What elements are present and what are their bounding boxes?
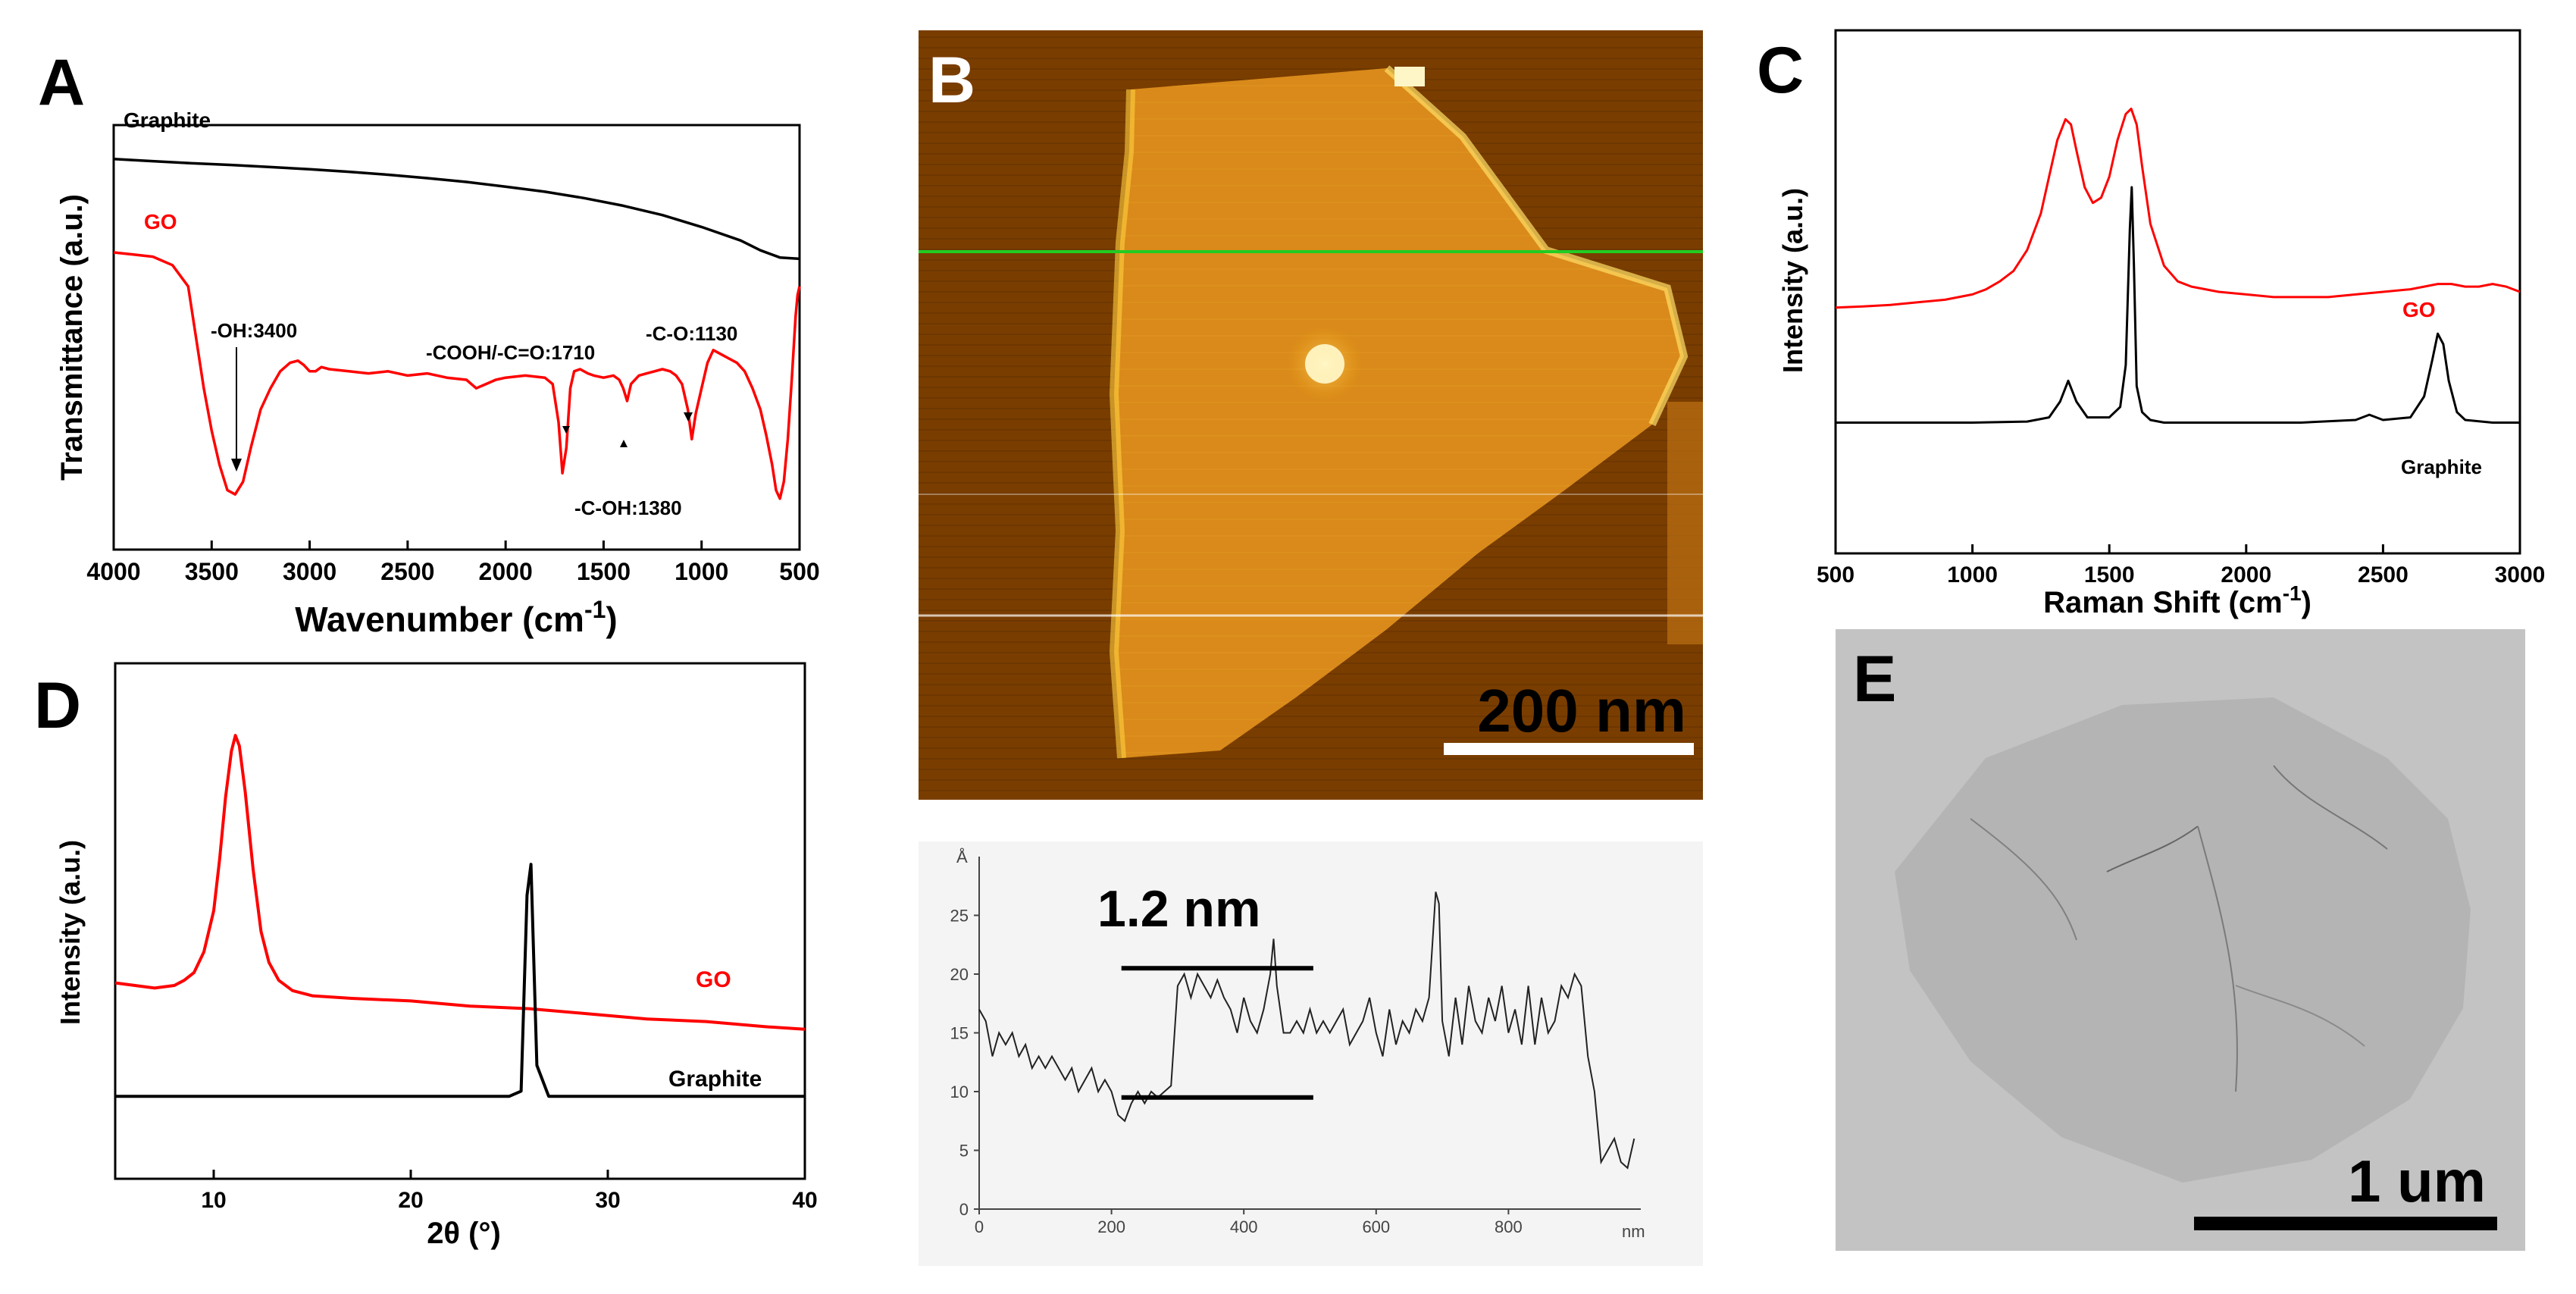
panel-c-x-tick-label: 2000 xyxy=(2221,562,2271,587)
panel-d-x-tick-label: 30 xyxy=(595,1188,620,1213)
panel-c-x-tick-label: 1000 xyxy=(1947,562,1998,587)
profile-series xyxy=(978,891,1635,1170)
panel-c-ylabel: Intensity (a.u.) xyxy=(1777,188,1808,373)
profile-x-tick-label: 800 xyxy=(1495,1217,1523,1236)
tem-wrinkle-4 xyxy=(2273,765,2388,850)
profile-y-tick-label: 10 xyxy=(950,1083,969,1101)
profile-y-tick-label: 15 xyxy=(950,1024,969,1043)
panel-a-x-ticks: 4000 3500 3000 2500 2000 1500 1000 500 xyxy=(86,540,820,585)
profile-ticks: 0 200 400 600 800 0 5 10 15 20 25 xyxy=(950,907,1523,1237)
panel-d-label-graphite: Graphite xyxy=(668,1067,762,1092)
tem-scalebar-label: 1 um xyxy=(2348,1148,2486,1214)
panel-a-annotation-oh-arrowhead xyxy=(231,459,242,472)
panel-d-series-go-line xyxy=(114,734,806,1031)
panel-letter-e: E xyxy=(1853,643,1896,716)
panel-a-annotation-coh: -C-OH:1380 xyxy=(574,497,682,519)
panel-d-series-graphite-line xyxy=(115,863,805,1098)
panel-d-x-tick-label: 40 xyxy=(792,1188,817,1213)
tem-wrinkle-3 xyxy=(1970,818,2077,941)
profile-y-tick-label: 5 xyxy=(959,1142,969,1161)
profile-step-label: 1.2 nm xyxy=(1097,880,1260,938)
afm-flake-edge-left xyxy=(1109,89,1135,759)
profile-x-tick-label: 200 xyxy=(1097,1217,1125,1236)
panel-c: C 500 1000 1500 2000 2500 3000 GO Graphite In… xyxy=(1757,29,2545,619)
panel-a-xlabel: Wavenumber (cm-1) xyxy=(295,596,618,639)
panel-a-x-tick-label: 1500 xyxy=(577,558,631,585)
panel-a-x-tick-label: 1000 xyxy=(675,558,728,585)
panel-d: D 10 20 30 40 GO Graphite Intensity (a.u.) … xyxy=(34,662,818,1250)
panel-letter-a: A xyxy=(38,46,85,119)
profile-y-tick-label: 0 xyxy=(959,1200,969,1219)
panel-d-x-tick-label: 20 xyxy=(398,1188,423,1213)
tem-flake xyxy=(1895,697,2471,1183)
panel-c-label-graphite: Graphite xyxy=(2401,456,2482,478)
panel-e: E 1 um xyxy=(1836,629,2525,1251)
panel-a-x-tick-label: 500 xyxy=(779,558,819,585)
panel-a-x-tick-label: 2500 xyxy=(380,558,434,585)
panel-a-ylabel: Transmittance (a.u.) xyxy=(55,194,89,481)
panel-d-x-ticks: 10 20 30 40 xyxy=(201,1170,818,1213)
panel-c-x-tick-label: 1500 xyxy=(2084,562,2135,587)
profile-y-unit: Å xyxy=(956,848,968,866)
afm-flake-edge-right xyxy=(1384,65,1689,427)
panel-c-label-go: GO xyxy=(2402,298,2436,321)
panel-c-x-ticks: 500 1000 1500 2000 2500 3000 xyxy=(1817,544,2545,587)
panel-letter-b: B xyxy=(928,44,975,117)
panel-a-marker-1130 xyxy=(684,412,693,421)
panel-a-marker-1380 xyxy=(620,440,628,447)
tem-scalebar xyxy=(2194,1217,2497,1230)
panel-a-annotation-co: -C-O:1130 xyxy=(646,322,737,345)
profile-plot-background xyxy=(919,841,1703,1266)
panel-b: B 200 nm Å nm 0 200 400 600 800 0 5 10 15 20 25 1.… xyxy=(919,30,1703,1266)
panel-c-series-go-line xyxy=(1835,108,2521,309)
panel-a-x-tick-label: 4000 xyxy=(86,558,140,585)
panel-c-x-tick-label: 2500 xyxy=(2358,562,2409,587)
profile-y-tick-label: 25 xyxy=(950,907,969,926)
panel-d-series xyxy=(114,734,806,1098)
panel-d-label-go: GO xyxy=(696,967,731,992)
profile-x-tick-label: 0 xyxy=(975,1217,984,1236)
panel-a-x-tick-label: 3500 xyxy=(185,558,239,585)
profile-x-tick-label: 400 xyxy=(1230,1217,1258,1236)
panel-c-x-tick-label: 3000 xyxy=(2495,562,2546,587)
panel-a-annotation-oh: -OH:3400 xyxy=(211,319,297,342)
panel-d-ylabel: Intensity (a.u.) xyxy=(55,840,86,1025)
afm-scalebar-label: 200 nm xyxy=(1477,677,1686,744)
panel-c-series-graphite-line xyxy=(1836,186,2520,424)
panel-a-x-tick-label: 2000 xyxy=(479,558,533,585)
panel-a-annotation-cooh: -COOH/-C=O:1710 xyxy=(426,341,595,364)
panel-a-label-graphite: Graphite xyxy=(124,108,211,132)
afm-flake-texture xyxy=(1114,68,1684,758)
panel-d-x-tick-label: 10 xyxy=(201,1188,226,1213)
profile-height-line xyxy=(978,891,1635,1170)
panel-d-axes xyxy=(114,662,806,1180)
panel-c-x-tick-label: 500 xyxy=(1817,562,1855,587)
tem-wrinkle-5 xyxy=(2235,985,2365,1047)
panel-a-series xyxy=(113,158,801,500)
afm-right-fragment xyxy=(1667,402,1703,644)
afm-scalebar xyxy=(1444,743,1694,755)
panel-a-label-go: GO xyxy=(144,210,177,233)
afm-bright-corner xyxy=(1394,67,1425,86)
profile-x-tick-label: 600 xyxy=(1362,1217,1390,1236)
panel-a-axes xyxy=(112,124,801,551)
afm-particle-glow xyxy=(1287,326,1363,402)
profile-step-lines xyxy=(1121,966,1313,1100)
panel-a: A 4000 3500 3000 2500 2000 1500 1000 500 Graphi… xyxy=(38,46,820,639)
profile-x-unit: nm xyxy=(1622,1222,1645,1241)
panel-c-xlabel: Raman Shift (cm-1) xyxy=(2043,581,2312,619)
panel-a-marker-1710 xyxy=(562,426,570,434)
panel-letter-d: D xyxy=(34,669,81,742)
profile-y-tick-label: 20 xyxy=(950,965,969,984)
panel-d-xlabel: 2θ (°) xyxy=(427,1217,501,1250)
panel-a-x-tick-label: 3000 xyxy=(283,558,336,585)
tem-wrinkle-1 xyxy=(2106,826,2199,873)
panel-a-series-go-line xyxy=(113,251,801,500)
tem-wrinkle-2 xyxy=(2197,826,2238,1092)
panel-letter-c: C xyxy=(1757,34,1804,107)
panel-c-series xyxy=(1835,108,2521,424)
panel-a-series-graphite-line xyxy=(113,158,800,261)
